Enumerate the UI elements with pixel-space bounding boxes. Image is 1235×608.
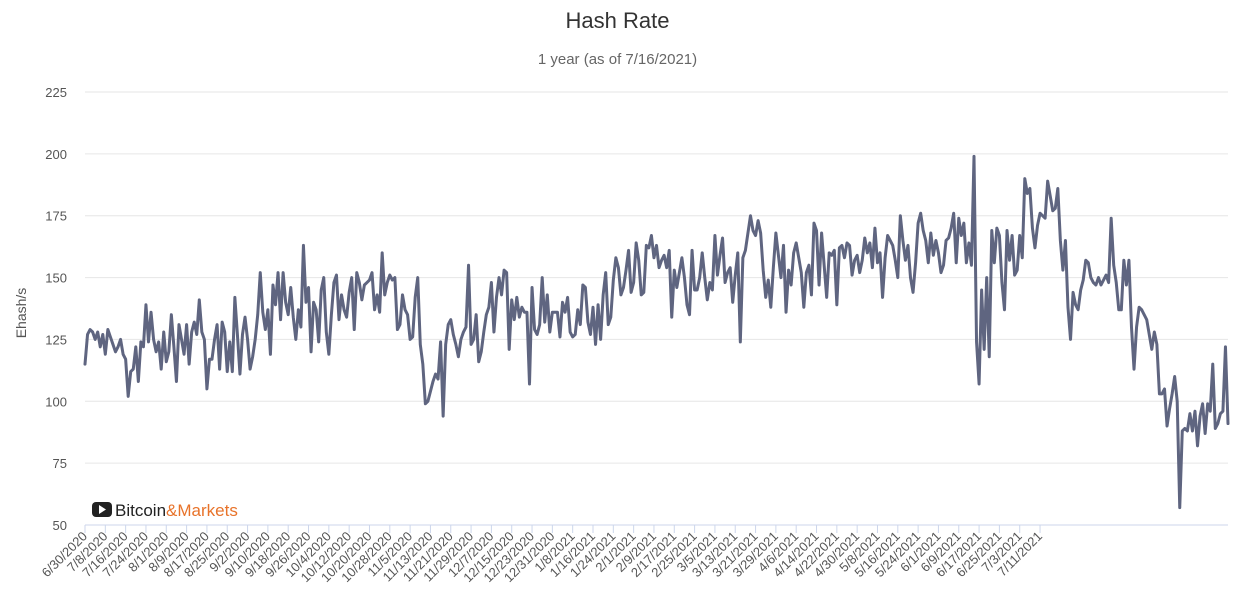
y-tick-label: 225: [45, 85, 67, 100]
watermark: Bitcoin&Markets: [92, 501, 238, 520]
y-tick-label: 125: [45, 332, 67, 347]
y-tick-label: 200: [45, 147, 67, 162]
svg-text:Bitcoin&Markets: Bitcoin&Markets: [115, 501, 238, 520]
y-tick-label: 75: [53, 456, 67, 471]
chart-title: Hash Rate: [565, 8, 670, 33]
y-tick-label: 150: [45, 271, 67, 286]
watermark-accent-text: &Markets: [166, 501, 238, 520]
y-tick-label: 100: [45, 394, 67, 409]
x-axis-ticks: 6/30/20207/8/20207/16/20207/24/20208/1/2…: [39, 525, 1045, 585]
play-icon-triangle: [99, 505, 106, 514]
y-axis-ticks: 50 75 100 125 150 175 200 225: [45, 85, 67, 533]
series-layer: [83, 154, 1230, 510]
grid-layer: [85, 91, 1228, 526]
y-tick-label: 175: [45, 209, 67, 224]
watermark-text: Bitcoin: [115, 501, 166, 520]
y-axis-title: Ehash/s: [13, 288, 29, 339]
hash-rate-series-line: [83, 154, 1230, 510]
chart-subtitle: 1 year (as of 7/16/2021): [537, 51, 698, 68]
y-tick-label: 50: [53, 518, 67, 533]
